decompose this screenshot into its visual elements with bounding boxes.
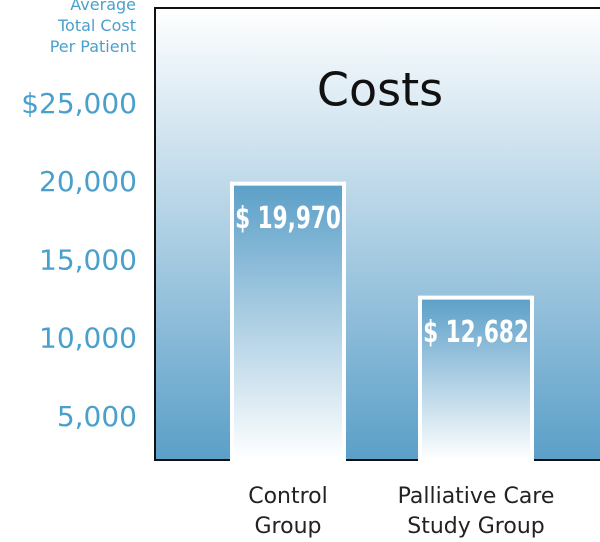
y-tick-label: 20,000	[39, 165, 137, 198]
y-axis-label: Average Total Cost Per Patient	[49, 0, 136, 56]
bar	[418, 295, 534, 462]
bar	[230, 181, 346, 462]
y-tick-label: 10,000	[39, 322, 137, 355]
value-label: $ 19,970	[235, 202, 341, 236]
value-label: $ 12,682	[423, 316, 529, 350]
chart-title: Costs	[317, 63, 443, 117]
y-tick-label: 15,000	[39, 243, 137, 276]
y-tick-label: 5,000	[57, 400, 137, 433]
y-tick-label: $25,000	[21, 87, 137, 120]
axis-frame	[154, 7, 600, 461]
x-tick-label: Control Group	[248, 484, 328, 539]
x-tick-label: Palliative Care Study Group	[397, 484, 555, 539]
